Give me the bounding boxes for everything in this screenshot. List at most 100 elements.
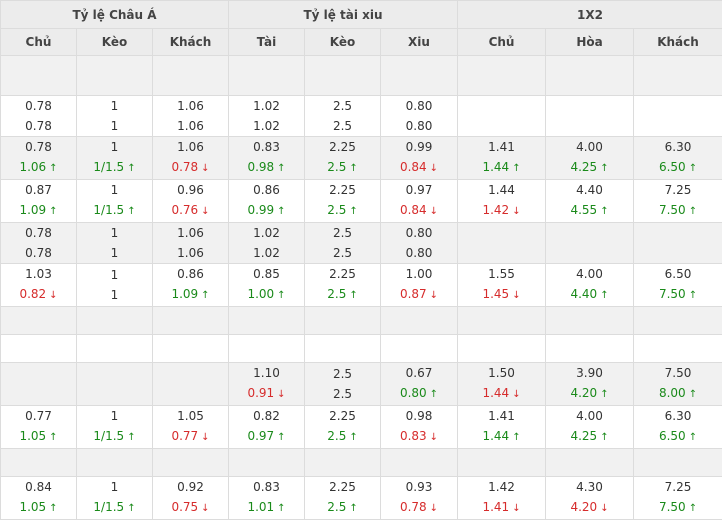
odds-value: 4.55 [570,203,597,217]
odds-cell-asian-home [1,363,77,406]
opening-odds: 3.90 [576,363,603,383]
opening-odds: 0.82 [253,406,280,426]
odds-value: 4.00 [576,409,603,423]
odds-value: 0.84 [400,160,427,174]
odds-value: 1 [111,183,119,197]
odds-cell-asian-line [77,335,153,363]
odds-value: 1.06 [177,119,204,133]
opening-odds: 1.55 [488,264,515,284]
arrow-down-icon: ↓ [512,503,520,514]
arrow-down-icon: ↓ [201,432,209,443]
odds-value: 0.80 [406,246,433,260]
odds-cell-1x2-draw [546,56,634,96]
odds-value: 1.42 [488,480,515,494]
opening-odds: 1.41 [488,406,515,426]
current-odds: 1/1.5↑ [93,426,135,448]
odds-value: 0.78 [171,160,198,174]
odds-value: 7.50 [659,500,686,514]
odds-value: 1 [111,119,119,133]
odds-cell-1x2-draw [546,223,634,264]
odds-value: 6.50 [659,160,686,174]
opening-odds: 1 [111,96,119,116]
current-odds: 1.44↑ [482,426,520,448]
arrow-up-icon: ↑ [689,163,697,174]
odds-cell-under [381,56,458,96]
odds-value: 4.40 [570,287,597,301]
odds-cell-asian-home [1,307,77,335]
odds-value: 0.87 [25,183,52,197]
current-odds: 0.77↓ [171,426,209,448]
odds-value: 1/1.5 [93,429,124,443]
odds-cell-1x2-away [634,307,722,335]
odds-value: 0.77 [171,429,198,443]
opening-odds: 0.96 [177,180,204,200]
current-odds: 0.78 [25,243,52,263]
opening-odds: 2.25 [329,477,356,497]
odds-value: 1.02 [253,99,280,113]
odds-cell-over [229,56,305,96]
odds-value: 0.84 [25,480,52,494]
odds-cell-over: 0.86 0.99↑ [229,180,305,223]
odds-value: 1/1.5 [93,160,124,174]
odds-value: 0.78 [25,226,52,240]
odds-value: 4.30 [576,480,603,494]
opening-odds: 0.78 [25,137,52,157]
col-header-1x2-away: Khách [634,29,722,56]
current-odds: 0.99↑ [247,200,285,222]
odds-value: 0.97 [247,429,274,443]
odds-value: 1.44 [482,429,509,443]
arrow-down-icon: ↓ [201,163,209,174]
odds-value: 0.92 [177,480,204,494]
arrow-up-icon: ↑ [600,432,608,443]
opening-odds: 1.02 [253,223,280,243]
odds-value: 1 [111,226,119,240]
odds-value: 1.03 [25,267,52,281]
current-odds: 0.80 [406,116,433,136]
current-odds: 4.55↑ [570,200,608,222]
current-odds: 2.5 [333,116,352,136]
odds-cell-ou-line [305,449,381,477]
arrow-up-icon: ↑ [689,389,697,400]
odds-cell-over [229,449,305,477]
arrow-down-icon: ↓ [430,432,438,443]
current-odds: 1.05↑ [19,426,57,448]
arrow-up-icon: ↑ [349,432,357,443]
odds-value: 1.06 [177,99,204,113]
odds-value: 1/1.5 [93,203,124,217]
current-odds: 0.98↑ [247,157,285,179]
opening-odds: 0.67 [406,363,433,383]
odds-value: 8.00 [659,386,686,400]
table-row [1,335,722,363]
odds-value: 0.78 [25,246,52,260]
opening-odds: 1.06 [177,137,204,157]
odds-value: 1.02 [253,226,280,240]
odds-value: 1.41 [482,500,509,514]
current-odds: 2.5 [333,384,352,404]
odds-value: 1.02 [253,246,280,260]
odds-value: 2.5 [327,160,346,174]
odds-cell-1x2-draw [546,449,634,477]
odds-value: 0.86 [253,183,280,197]
opening-odds: 1.06 [177,96,204,116]
odds-value: 1.44 [488,183,515,197]
